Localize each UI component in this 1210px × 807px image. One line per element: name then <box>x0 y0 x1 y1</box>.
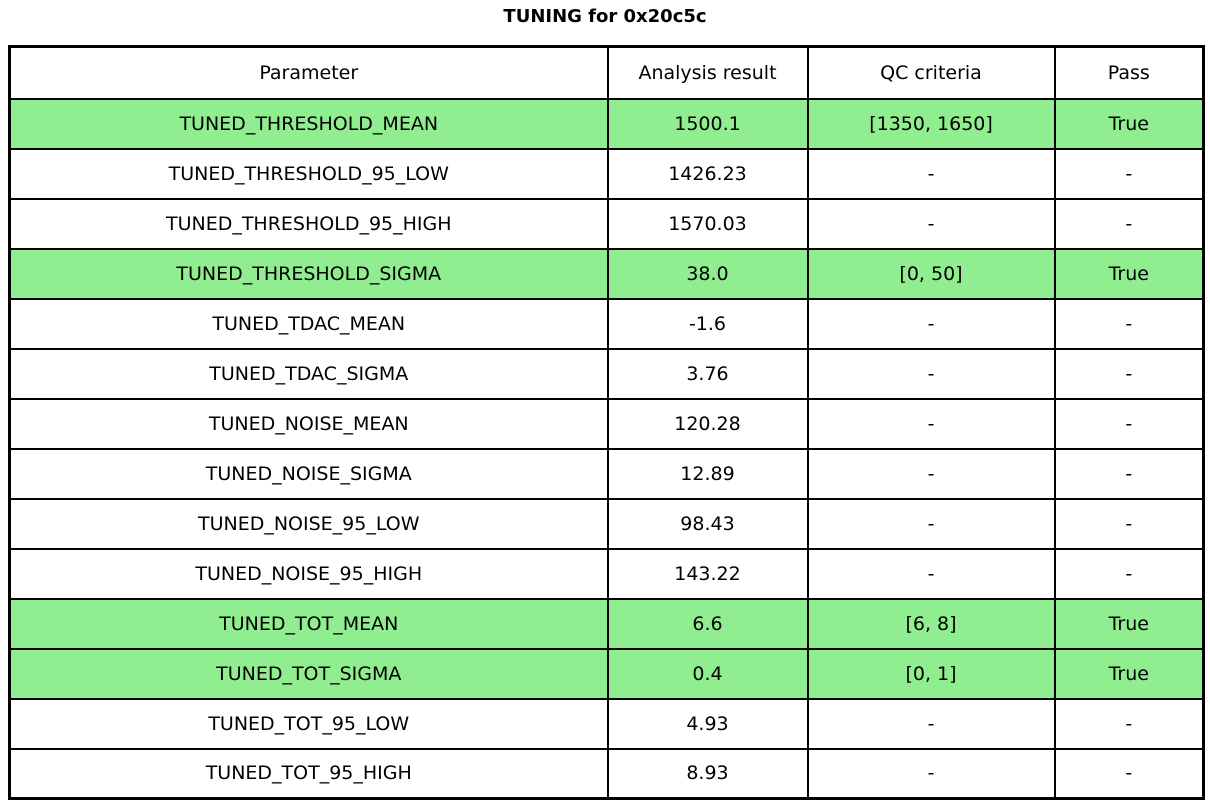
parameter-cell: TUNED_THRESHOLD_SIGMA <box>8 247 609 300</box>
analysis-result-cell: 1570.03 <box>606 197 809 250</box>
header-row: Parameter Analysis result QC criteria Pa… <box>8 45 1205 100</box>
table-row: TUNED_NOISE_95_LOW 98.43 - - <box>8 497 1205 550</box>
page-title: TUNING for 0x20c5c <box>503 6 707 27</box>
table-row: TUNED_TOT_95_LOW 4.93 - - <box>8 697 1205 750</box>
analysis-result-cell: 3.76 <box>606 347 809 400</box>
column-header-parameter: Parameter <box>8 45 609 100</box>
qc-results-table: Parameter Analysis result QC criteria Pa… <box>8 45 1205 800</box>
analysis-result-cell: 6.6 <box>606 597 809 650</box>
analysis-result-cell: 12.89 <box>606 447 809 500</box>
table-row: TUNED_THRESHOLD_MEAN 1500.1 [1350, 1650]… <box>8 97 1205 150</box>
analysis-result-cell: -1.6 <box>606 297 809 350</box>
column-header-qc-criteria: QC criteria <box>806 45 1056 100</box>
qc-criteria-cell: - <box>806 297 1056 350</box>
analysis-result-cell: 4.93 <box>606 697 809 750</box>
pass-cell: - <box>1053 347 1205 400</box>
column-header-pass: Pass <box>1053 45 1205 100</box>
parameter-cell: TUNED_TOT_MEAN <box>8 597 609 650</box>
table-row: TUNED_TDAC_MEAN -1.6 - - <box>8 297 1205 350</box>
parameter-cell: TUNED_TOT_SIGMA <box>8 647 609 700</box>
qc-criteria-cell: [1350, 1650] <box>806 97 1056 150</box>
parameter-cell: TUNED_NOISE_95_HIGH <box>8 547 609 600</box>
analysis-result-cell: 8.93 <box>606 747 809 800</box>
table-row: TUNED_NOISE_SIGMA 12.89 - - <box>8 447 1205 500</box>
analysis-result-cell: 98.43 <box>606 497 809 550</box>
qc-criteria-cell: - <box>806 147 1056 200</box>
parameter-cell: TUNED_THRESHOLD_95_LOW <box>8 147 609 200</box>
qc-criteria-cell: - <box>806 197 1056 250</box>
table-row: TUNED_TOT_95_HIGH 8.93 - - <box>8 747 1205 800</box>
table-header: Parameter Analysis result QC criteria Pa… <box>8 45 1205 100</box>
parameter-cell: TUNED_THRESHOLD_MEAN <box>8 97 609 150</box>
table-row: TUNED_THRESHOLD_SIGMA 38.0 [0, 50] True <box>8 247 1205 300</box>
pass-cell: True <box>1053 647 1205 700</box>
pass-cell: True <box>1053 247 1205 300</box>
qc-criteria-cell: - <box>806 347 1056 400</box>
pass-cell: - <box>1053 697 1205 750</box>
table-row: TUNED_TDAC_SIGMA 3.76 - - <box>8 347 1205 400</box>
analysis-result-cell: 143.22 <box>606 547 809 600</box>
parameter-cell: TUNED_TDAC_MEAN <box>8 297 609 350</box>
qc-criteria-cell: - <box>806 697 1056 750</box>
qc-criteria-cell: [0, 1] <box>806 647 1056 700</box>
pass-cell: - <box>1053 747 1205 800</box>
analysis-result-cell: 120.28 <box>606 397 809 450</box>
qc-criteria-cell: - <box>806 497 1056 550</box>
parameter-cell: TUNED_NOISE_MEAN <box>8 397 609 450</box>
pass-cell: True <box>1053 97 1205 150</box>
table-body: TUNED_THRESHOLD_MEAN 1500.1 [1350, 1650]… <box>8 97 1205 800</box>
parameter-cell: TUNED_TDAC_SIGMA <box>8 347 609 400</box>
analysis-result-cell: 1500.1 <box>606 97 809 150</box>
table-row: TUNED_THRESHOLD_95_HIGH 1570.03 - - <box>8 197 1205 250</box>
qc-criteria-cell: - <box>806 747 1056 800</box>
analysis-result-cell: 38.0 <box>606 247 809 300</box>
qc-criteria-cell: - <box>806 547 1056 600</box>
parameter-cell: TUNED_NOISE_SIGMA <box>8 447 609 500</box>
qc-criteria-cell: [0, 50] <box>806 247 1056 300</box>
pass-cell: - <box>1053 297 1205 350</box>
table-row: TUNED_NOISE_95_HIGH 143.22 - - <box>8 547 1205 600</box>
pass-cell: - <box>1053 547 1205 600</box>
qc-criteria-cell: - <box>806 397 1056 450</box>
parameter-cell: TUNED_THRESHOLD_95_HIGH <box>8 197 609 250</box>
pass-cell: True <box>1053 597 1205 650</box>
table-row: TUNED_TOT_SIGMA 0.4 [0, 1] True <box>8 647 1205 700</box>
table-row: TUNED_NOISE_MEAN 120.28 - - <box>8 397 1205 450</box>
table-row: TUNED_THRESHOLD_95_LOW 1426.23 - - <box>8 147 1205 200</box>
qc-criteria-cell: [6, 8] <box>806 597 1056 650</box>
parameter-cell: TUNED_NOISE_95_LOW <box>8 497 609 550</box>
parameter-cell: TUNED_TOT_95_LOW <box>8 697 609 750</box>
qc-criteria-cell: - <box>806 447 1056 500</box>
table-row: TUNED_TOT_MEAN 6.6 [6, 8] True <box>8 597 1205 650</box>
pass-cell: - <box>1053 497 1205 550</box>
pass-cell: - <box>1053 447 1205 500</box>
analysis-result-cell: 0.4 <box>606 647 809 700</box>
column-header-analysis-result: Analysis result <box>606 45 809 100</box>
parameter-cell: TUNED_TOT_95_HIGH <box>8 747 609 800</box>
pass-cell: - <box>1053 197 1205 250</box>
pass-cell: - <box>1053 147 1205 200</box>
pass-cell: - <box>1053 397 1205 450</box>
analysis-result-cell: 1426.23 <box>606 147 809 200</box>
